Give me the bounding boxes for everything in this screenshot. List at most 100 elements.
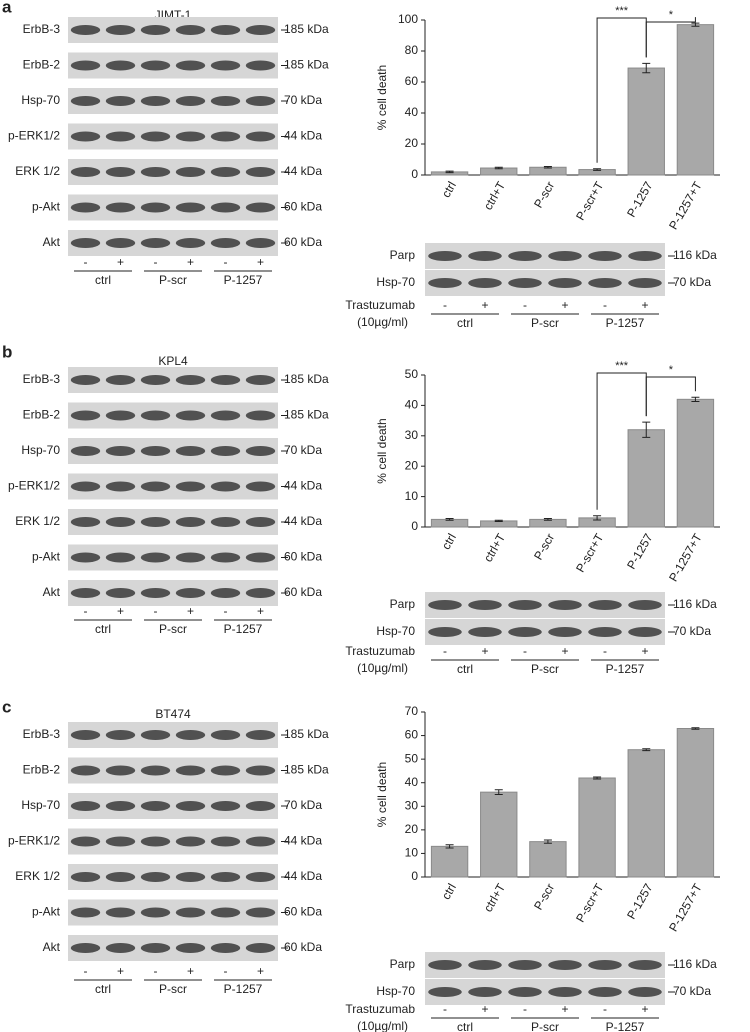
blot-band bbox=[105, 238, 136, 248]
protein-label: ErbB-3 bbox=[23, 727, 61, 741]
blot-strip bbox=[425, 952, 665, 978]
blot-band bbox=[210, 410, 241, 421]
x-tick-label: P-scr bbox=[531, 531, 557, 562]
size-label: 44 kDa bbox=[284, 129, 322, 143]
protein-label: p-Akt bbox=[32, 550, 61, 564]
blot-band bbox=[105, 588, 136, 598]
error-bar bbox=[445, 517, 454, 521]
lane-sign: - bbox=[523, 298, 527, 312]
y-tick-label: 50 bbox=[405, 367, 419, 381]
protein-label: Hsp-70 bbox=[21, 443, 60, 457]
blot-band bbox=[175, 836, 206, 847]
blot-band bbox=[588, 627, 622, 637]
blot-band bbox=[140, 730, 171, 740]
blot-band bbox=[245, 836, 276, 847]
blot-strip bbox=[425, 619, 665, 645]
blot-strip bbox=[68, 473, 278, 500]
blot-band bbox=[70, 202, 101, 213]
protein-label: Akt bbox=[43, 940, 61, 954]
blot-band bbox=[175, 872, 206, 882]
blot-band bbox=[140, 517, 171, 527]
error-bar bbox=[593, 168, 602, 171]
group-label: P-1257 bbox=[224, 273, 263, 287]
x-tick-label: ctrl bbox=[439, 881, 459, 902]
y-tick-label: 40 bbox=[405, 775, 419, 789]
group-label: ctrl bbox=[457, 1020, 473, 1032]
blot-band bbox=[175, 96, 206, 106]
blot-band bbox=[245, 765, 276, 776]
size-label: 185 kDa bbox=[284, 22, 329, 36]
cell-line: KPL4 bbox=[158, 354, 188, 368]
lane-sign: - bbox=[443, 298, 447, 312]
x-tick-label: P-1257 bbox=[624, 531, 656, 572]
significance-bracket bbox=[645, 17, 696, 58]
protein-label: Hsp-70 bbox=[21, 798, 60, 812]
blot-band bbox=[175, 552, 206, 563]
blot-band bbox=[105, 765, 136, 776]
blot-band bbox=[548, 278, 582, 288]
blot-band bbox=[70, 943, 101, 953]
blot-band bbox=[175, 481, 206, 492]
blot-band bbox=[175, 25, 206, 35]
y-tick-label: 0 bbox=[411, 519, 418, 533]
size-label: 116 kDa bbox=[673, 248, 717, 262]
blot-strip bbox=[425, 979, 665, 1005]
protein-label: p-ERK1/2 bbox=[8, 834, 60, 848]
lane-sign: - bbox=[84, 255, 88, 269]
blot-band bbox=[468, 627, 502, 637]
blot-band bbox=[175, 410, 206, 421]
blot-band bbox=[468, 278, 502, 288]
blot-band bbox=[468, 987, 502, 997]
lane-sign: + bbox=[187, 255, 194, 269]
blot-band bbox=[210, 481, 241, 492]
error-bar bbox=[691, 396, 700, 402]
blot-band bbox=[428, 251, 462, 261]
y-tick-label: 0 bbox=[411, 869, 418, 883]
blot-band bbox=[105, 801, 136, 811]
blot-strip bbox=[425, 270, 665, 296]
blot-strip bbox=[68, 438, 278, 464]
lane-sign: - bbox=[154, 964, 158, 978]
blot-band bbox=[468, 251, 502, 261]
protein-label: p-Akt bbox=[32, 200, 61, 214]
blot-strip bbox=[68, 509, 278, 535]
blot-strip bbox=[68, 544, 278, 571]
group-label: P-1257 bbox=[606, 316, 645, 330]
blot-band bbox=[105, 96, 136, 106]
panel-letter: c bbox=[2, 697, 11, 716]
blot-band bbox=[70, 481, 101, 492]
y-axis-label: % cell death bbox=[375, 418, 389, 483]
blot-strip bbox=[68, 123, 278, 150]
y-tick-label: 10 bbox=[405, 489, 419, 503]
error-bar bbox=[543, 165, 552, 169]
size-label: 60 kDa bbox=[284, 905, 322, 919]
blot-band bbox=[428, 627, 462, 637]
protein-label: Hsp-70 bbox=[376, 275, 415, 289]
protein-label: ERK 1/2 bbox=[15, 514, 60, 528]
lane-sign: + bbox=[187, 964, 194, 978]
blot-strip bbox=[68, 828, 278, 855]
blot-band bbox=[210, 375, 241, 385]
blot-band bbox=[588, 251, 622, 261]
blot-band bbox=[210, 943, 241, 953]
blot-strip bbox=[68, 899, 278, 926]
lane-sign: - bbox=[224, 964, 228, 978]
blot-band bbox=[140, 60, 171, 71]
x-tick-label: P-1257 bbox=[624, 179, 656, 220]
blot-band bbox=[140, 202, 171, 213]
blot-band bbox=[210, 167, 241, 177]
blot-band bbox=[210, 765, 241, 776]
blot-band bbox=[245, 25, 276, 35]
blot-strip bbox=[425, 592, 665, 618]
blot-strip bbox=[68, 864, 278, 890]
y-tick-label: 40 bbox=[405, 398, 419, 412]
size-label: 185 kDa bbox=[284, 58, 329, 72]
y-axis-label: % cell death bbox=[375, 65, 389, 130]
blot-band bbox=[175, 375, 206, 385]
blot-band bbox=[70, 872, 101, 882]
blot-band bbox=[548, 987, 582, 997]
blot-strip bbox=[68, 757, 278, 784]
blot-band bbox=[245, 96, 276, 106]
size-label: 116 kDa bbox=[673, 957, 717, 971]
blot-band bbox=[70, 60, 101, 71]
